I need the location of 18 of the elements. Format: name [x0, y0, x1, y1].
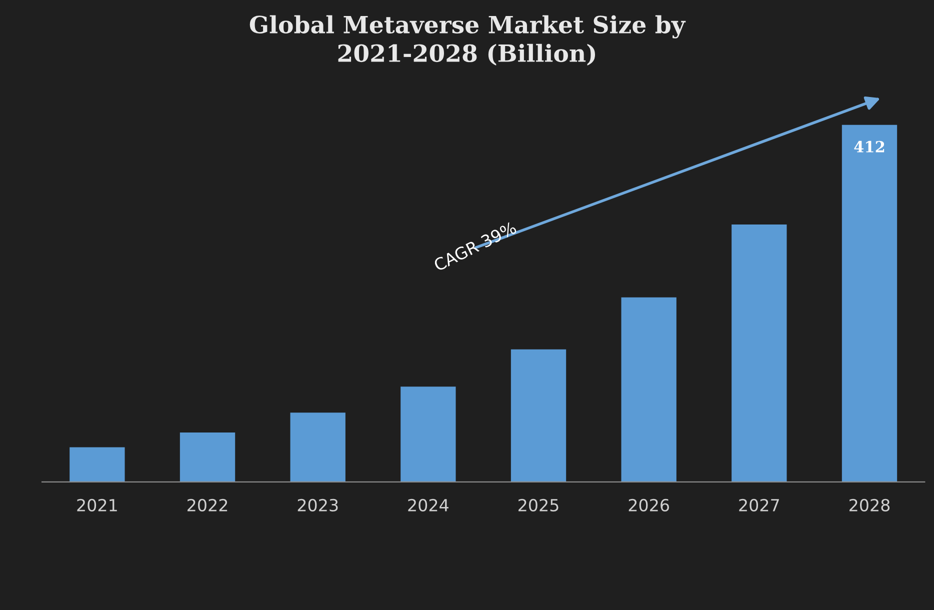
bar: [180, 432, 236, 482]
bar: [290, 412, 346, 482]
x-tick-label: 2022: [188, 498, 228, 512]
bar: [732, 224, 787, 482]
chart-title: Global Metaverse Market Size by 2021-2028 (Billion): [250, 15, 686, 66]
x-tick-label: 2021: [77, 498, 117, 512]
data-label: 412: [854, 140, 884, 152]
x-tick-label: 2026: [628, 498, 669, 512]
x-tick-label: 2028: [850, 498, 890, 512]
bar: [400, 386, 456, 482]
x-tick-label: 2027: [739, 498, 779, 512]
x-tick-label: 2023: [298, 498, 338, 512]
x-tick-label: 2025: [518, 498, 558, 512]
bar: [70, 447, 125, 482]
x-tick-label: 2024: [408, 498, 448, 512]
bar: [510, 349, 566, 482]
bar: [842, 124, 898, 482]
bar: [621, 297, 676, 482]
